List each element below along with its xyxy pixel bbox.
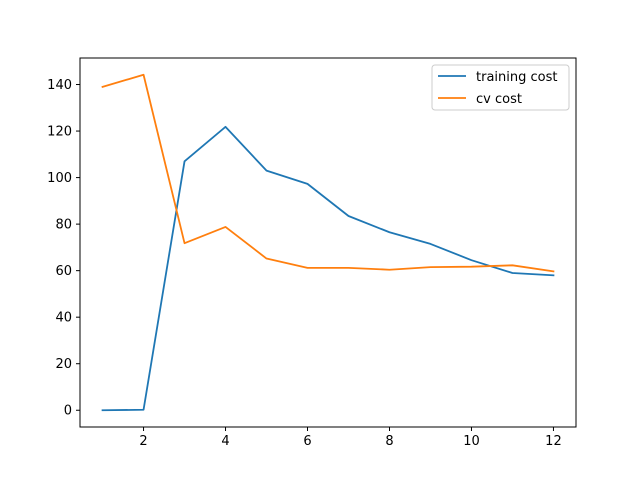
legend-label-0: training cost (476, 70, 557, 85)
y-tick-label: 120 (47, 125, 72, 140)
x-tick-label: 12 (545, 434, 562, 449)
series-line-1 (101, 73, 555, 273)
y-tick-label: 80 (55, 218, 72, 233)
y-tick-label: 100 (47, 171, 72, 186)
x-tick-label: 4 (221, 434, 229, 449)
x-tick-label: 6 (303, 434, 311, 449)
x-tick-label: 8 (385, 434, 393, 449)
y-tick-label: 40 (55, 311, 72, 326)
x-tick-label: 2 (139, 434, 147, 449)
y-tick-label: 60 (55, 264, 72, 279)
y-tick-label: 20 (55, 357, 72, 372)
axes-frame (79, 57, 577, 428)
legend-box (431, 64, 570, 111)
x-tick-label: 10 (463, 434, 480, 449)
y-tick-label: 0 (64, 404, 72, 419)
series-layer (101, 73, 555, 412)
y-tick-label: 140 (47, 78, 72, 93)
legend-label-1: cv cost (476, 92, 522, 107)
series-line-0 (101, 125, 555, 412)
legend: training cost cv cost (431, 64, 570, 111)
